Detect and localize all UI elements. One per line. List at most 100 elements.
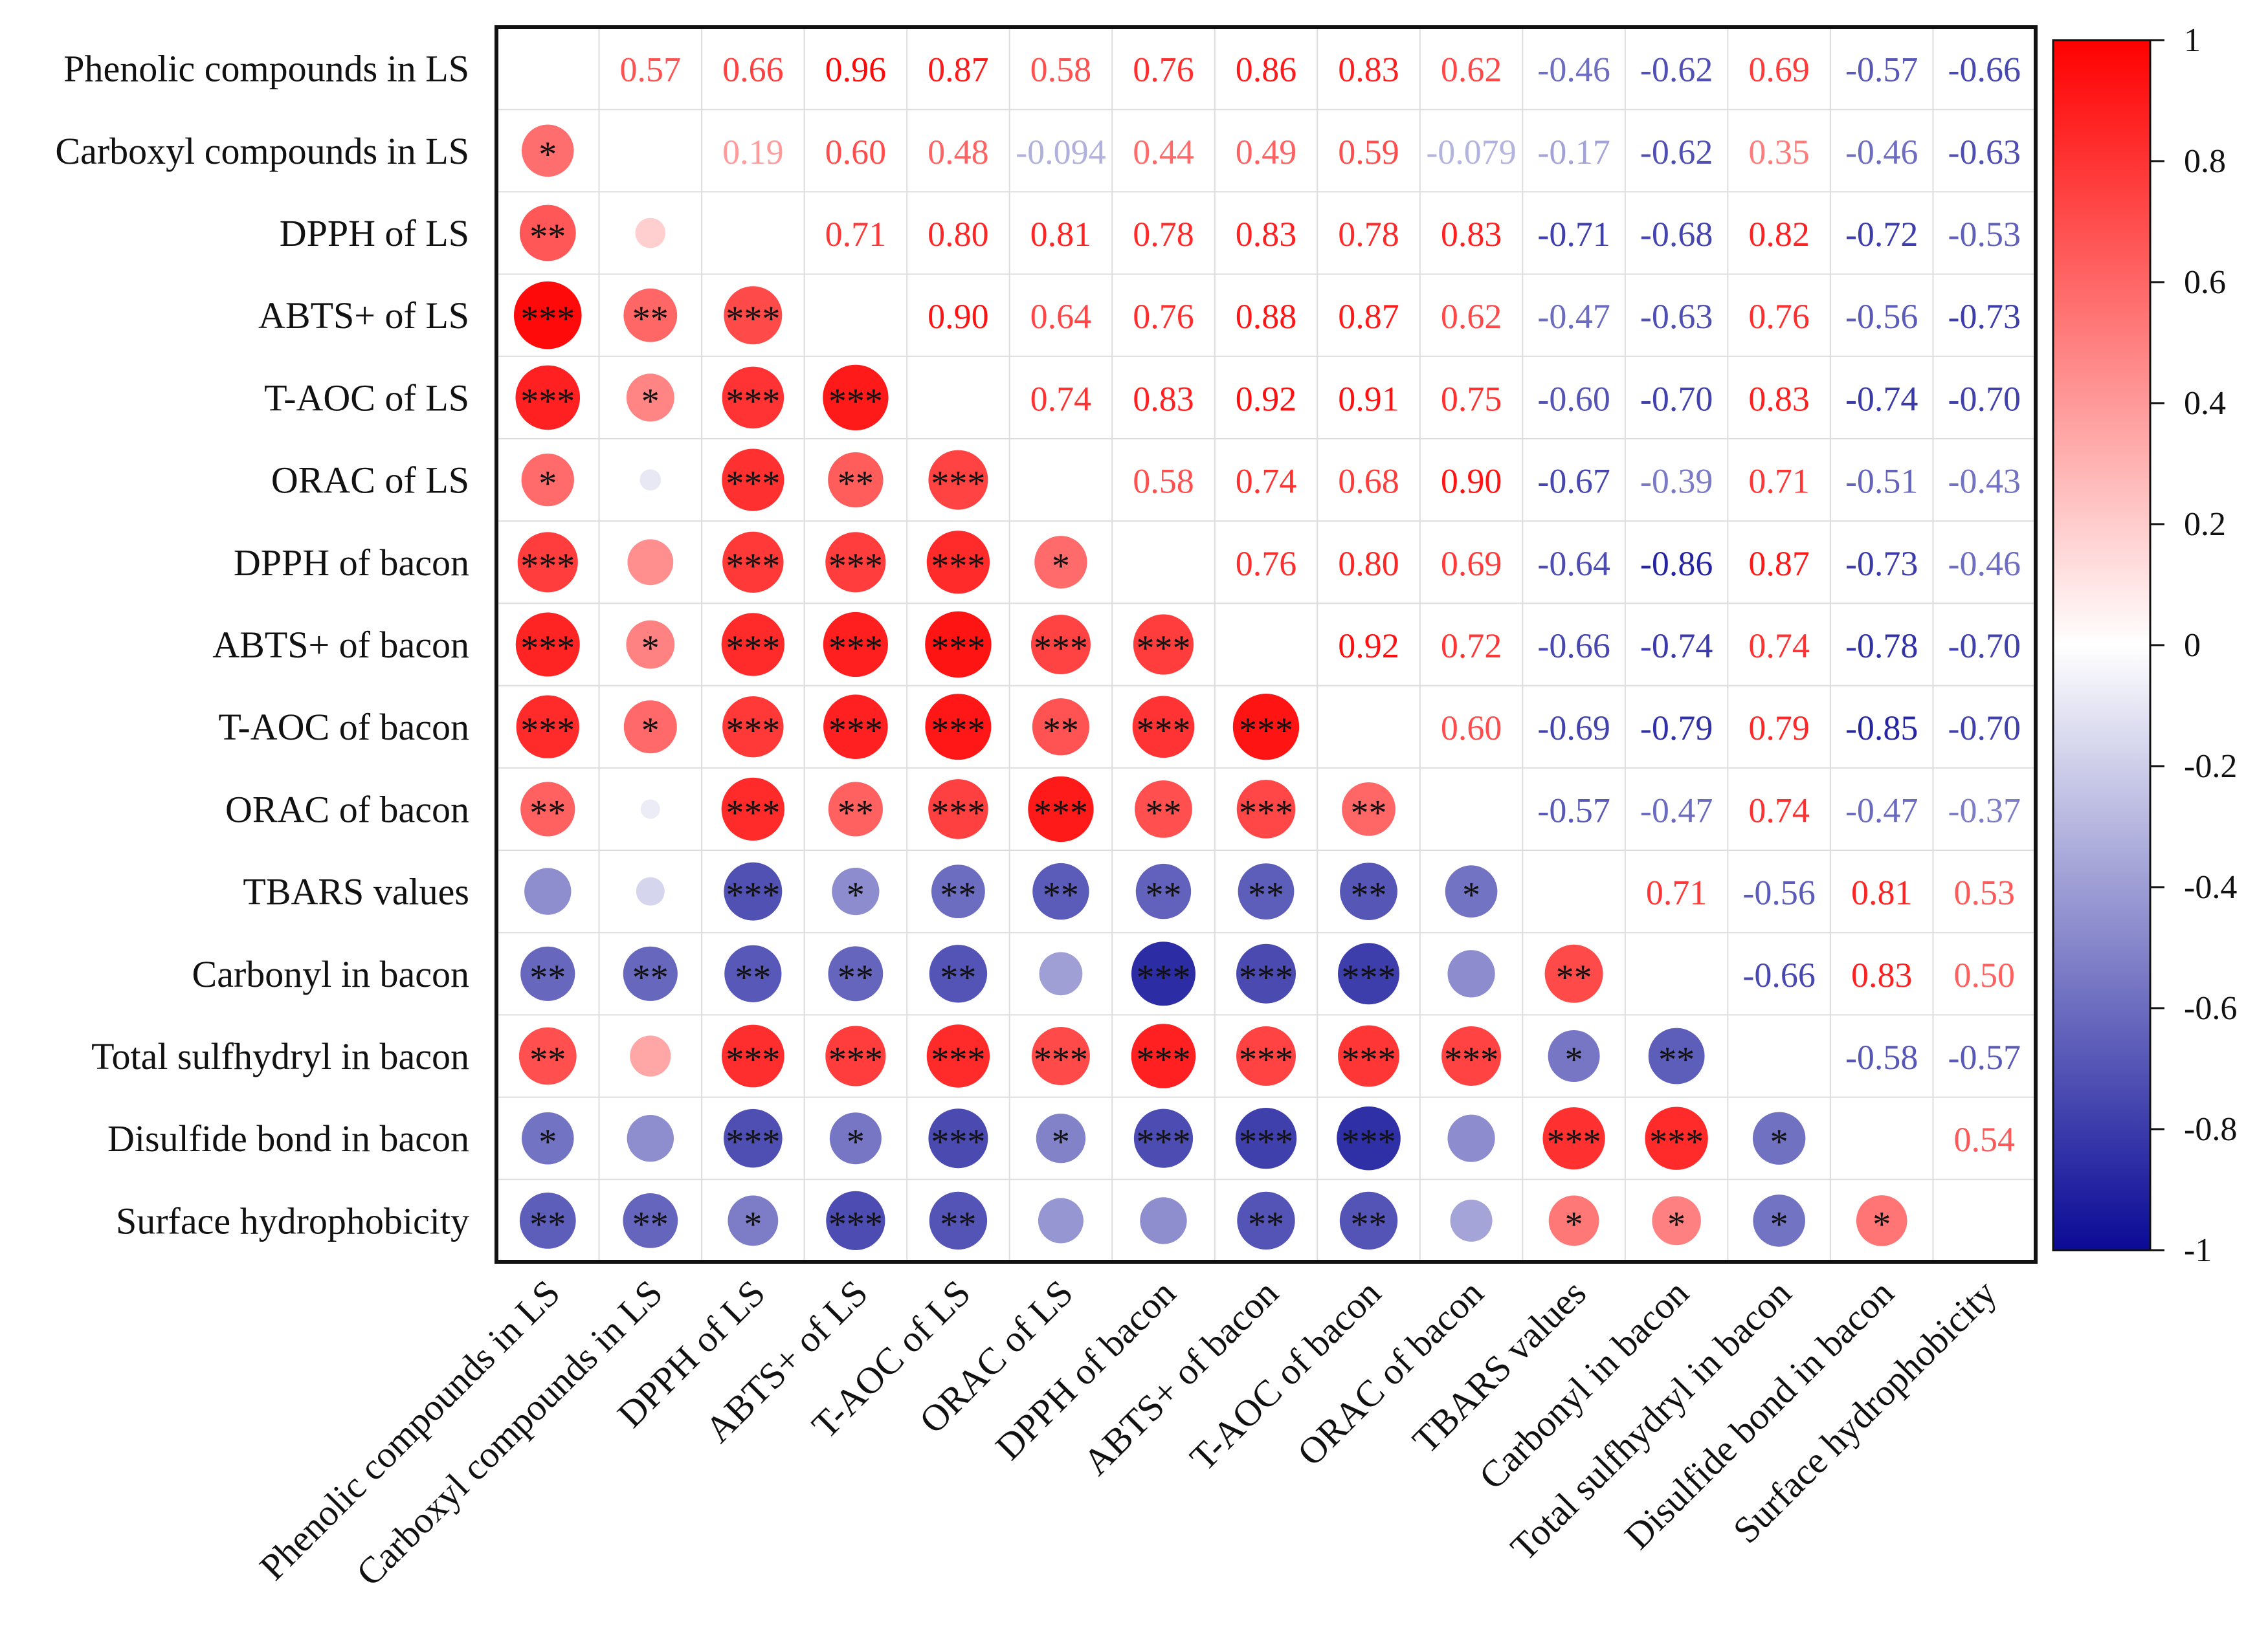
correlation-value-label: 0.76 bbox=[1133, 50, 1194, 89]
significance-stars: *** bbox=[931, 793, 985, 833]
correlation-circle bbox=[721, 1024, 784, 1088]
significance-stars: * bbox=[1052, 546, 1070, 586]
row-label: TBARS values bbox=[243, 871, 469, 913]
significance-stars: *** bbox=[931, 710, 985, 751]
correlation-value-label: 0.69 bbox=[1748, 50, 1810, 89]
correlation-circle bbox=[825, 1026, 886, 1086]
correlation-circle bbox=[1445, 865, 1498, 918]
correlation-value-label: 0.75 bbox=[1441, 379, 1502, 418]
correlation-circle bbox=[517, 532, 578, 593]
correlation-circle bbox=[1856, 1195, 1907, 1246]
significance-stars: *** bbox=[1649, 1122, 1704, 1162]
correlation-circle bbox=[926, 1024, 990, 1088]
correlation-value-label: -0.78 bbox=[1845, 626, 1918, 665]
correlation-circle bbox=[524, 868, 572, 915]
correlation-circle bbox=[1652, 1196, 1701, 1246]
correlation-value-label: 0.71 bbox=[1646, 874, 1707, 912]
row-label: Total sulfhydryl in bacon bbox=[91, 1035, 469, 1077]
correlation-circle bbox=[521, 453, 574, 507]
significance-stars: ** bbox=[1043, 710, 1079, 751]
row-label: Phenolic compounds in LS bbox=[63, 48, 469, 90]
significance-stars: *** bbox=[726, 464, 780, 504]
correlation-value-label: 0.92 bbox=[1338, 626, 1399, 665]
significance-stars: * bbox=[641, 381, 660, 421]
correlation-value-label: 0.58 bbox=[1133, 462, 1194, 501]
correlation-circle bbox=[515, 612, 580, 677]
correlation-circle bbox=[926, 531, 990, 594]
significance-stars: *** bbox=[726, 793, 780, 833]
row-label: T-AOC of LS bbox=[264, 377, 469, 419]
correlation-value-label: 0.92 bbox=[1236, 379, 1297, 418]
correlation-circle bbox=[623, 288, 678, 342]
correlation-circle bbox=[1542, 1107, 1605, 1170]
significance-stars: *** bbox=[726, 299, 780, 339]
correlation-value-label: 0.79 bbox=[1748, 709, 1810, 747]
significance-stars: *** bbox=[828, 381, 883, 421]
correlation-value-label: -0.56 bbox=[1742, 874, 1815, 912]
correlation-value-label: 0.78 bbox=[1338, 215, 1399, 254]
significance-stars: * bbox=[1667, 1204, 1685, 1244]
significance-stars: ** bbox=[1658, 1040, 1695, 1080]
correlation-value-label: 0.96 bbox=[825, 50, 887, 89]
correlation-circle bbox=[823, 364, 889, 431]
significance-stars: * bbox=[1770, 1204, 1788, 1244]
correlation-value-label: 0.71 bbox=[825, 215, 887, 254]
correlation-circle bbox=[1338, 943, 1400, 1005]
correlation-value-label: 0.54 bbox=[1953, 1120, 2015, 1159]
colorbar-tick-label: 0.2 bbox=[2184, 506, 2226, 543]
correlation-value-label: 0.69 bbox=[1441, 544, 1502, 583]
correlation-marks: 0.57 0.66 0.96 0.87 0.58 0.76 0.86 0.83 0.62 -0.4… bbox=[513, 50, 2021, 1250]
significance-stars: *** bbox=[726, 710, 780, 751]
correlation-circle bbox=[829, 1112, 882, 1165]
correlation-circle bbox=[724, 945, 782, 1002]
significance-stars: ** bbox=[1351, 793, 1387, 833]
correlation-circle bbox=[520, 946, 575, 1001]
correlation-value-label: 0.49 bbox=[1236, 133, 1297, 171]
significance-stars: ** bbox=[529, 1204, 566, 1244]
correlation-circle bbox=[1032, 863, 1089, 920]
significance-stars: *** bbox=[828, 628, 883, 668]
correlation-circle bbox=[721, 777, 785, 841]
significance-stars: *** bbox=[1034, 1040, 1088, 1080]
correlation-circle bbox=[1441, 1026, 1502, 1086]
correlation-value-label: -0.37 bbox=[1948, 791, 2020, 830]
correlation-value-label: 0.74 bbox=[1748, 791, 1810, 830]
row-label: T-AOC of bacon bbox=[218, 706, 469, 748]
correlation-value-label: 0.90 bbox=[928, 297, 989, 336]
correlation-value-label: 0.74 bbox=[1030, 379, 1092, 418]
significance-stars: ** bbox=[1248, 1204, 1284, 1244]
significance-stars: *** bbox=[726, 546, 780, 586]
correlation-value-label: -0.66 bbox=[1948, 50, 2020, 89]
correlation-value-label: 0.68 bbox=[1338, 462, 1399, 501]
correlation-value-label: 0.57 bbox=[620, 50, 682, 89]
correlation-value-label: -0.86 bbox=[1640, 544, 1713, 583]
correlation-circle bbox=[1337, 1106, 1401, 1171]
significance-stars: ** bbox=[529, 793, 566, 833]
correlation-circle bbox=[1237, 1191, 1295, 1250]
correlation-circle bbox=[639, 469, 662, 490]
correlation-value-label: 0.90 bbox=[1441, 462, 1502, 501]
correlation-value-label: 0.62 bbox=[1441, 297, 1502, 336]
significance-stars: ** bbox=[529, 1040, 566, 1080]
correlation-value-label: 0.76 bbox=[1236, 544, 1297, 583]
correlation-value-label: 0.76 bbox=[1133, 297, 1194, 336]
correlation-value-label: 0.87 bbox=[1338, 297, 1399, 336]
correlation-value-label: 0.64 bbox=[1030, 297, 1092, 336]
colorbar-tick-label: -0.4 bbox=[2184, 869, 2237, 906]
correlation-value-label: -0.57 bbox=[1845, 50, 1918, 89]
correlation-circle bbox=[623, 700, 677, 754]
significance-stars: ** bbox=[1043, 876, 1079, 916]
correlation-circle bbox=[828, 946, 884, 1002]
correlation-value-label: -0.57 bbox=[1537, 791, 1610, 830]
significance-stars: * bbox=[847, 876, 865, 916]
significance-stars: ** bbox=[940, 876, 976, 916]
significance-stars: *** bbox=[1239, 793, 1293, 833]
correlation-circle bbox=[1028, 776, 1094, 843]
correlation-value-label: 0.60 bbox=[825, 133, 887, 171]
correlation-circle bbox=[1236, 943, 1296, 1004]
correlation-value-label: 0.82 bbox=[1748, 215, 1810, 254]
correlation-value-label: -0.73 bbox=[1845, 544, 1918, 583]
significance-stars: * bbox=[539, 1122, 557, 1162]
correlation-value-label: 0.71 bbox=[1748, 462, 1810, 501]
